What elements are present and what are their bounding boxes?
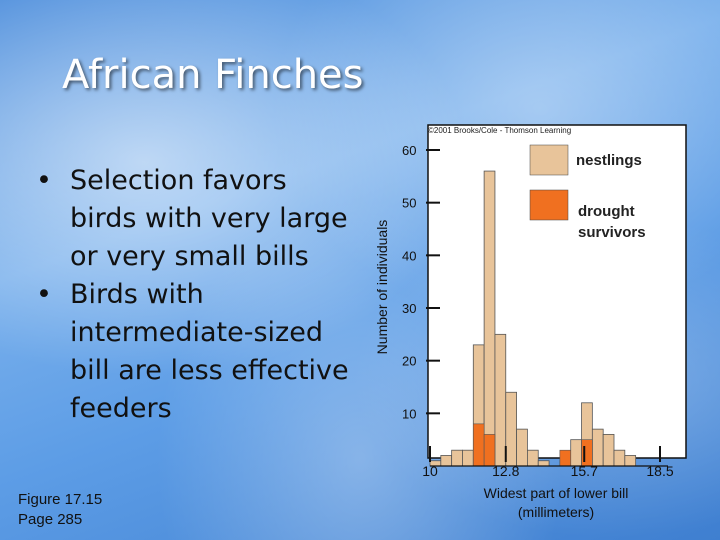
copyright-text: ©2001 Brooks/Cole - Thomson Learning <box>428 126 571 135</box>
y-tick-label: 20 <box>402 354 416 369</box>
x-tick-label: 18.5 <box>646 463 673 479</box>
slide-title: African Finches <box>62 52 364 98</box>
bullet-marker: • <box>36 165 52 196</box>
y-tick-label: 10 <box>402 406 416 421</box>
bullet-item: • Selection favors birds with very large … <box>36 162 356 276</box>
bullet-text: Birds with intermediate-sized bill are l… <box>70 279 349 424</box>
plot-area <box>427 124 687 459</box>
bar-nestlings <box>591 428 604 467</box>
bar-nestlings <box>451 449 463 467</box>
y-tick-label: 30 <box>402 301 416 316</box>
bar-nestlings <box>527 449 539 467</box>
x-axis-label-line1: Widest part of lower bill <box>484 485 629 501</box>
y-tick-label: 50 <box>402 196 416 211</box>
x-tick-label: 10 <box>422 463 438 479</box>
x-axis-label-line2: (millimeters) <box>518 504 594 520</box>
legend-label-nestlings: nestlings <box>576 152 642 169</box>
bar-nestlings <box>624 455 637 467</box>
bullet-list: • Selection favors birds with very large … <box>36 162 356 428</box>
bar-nestlings <box>440 455 453 467</box>
bar-survivors <box>559 449 572 467</box>
bar-nestlings <box>516 428 528 467</box>
bar-nestlings <box>613 449 626 467</box>
bullet-text: Selection favors birds with very large o… <box>70 165 348 272</box>
bullet-marker: • <box>36 279 52 310</box>
bar-nestlings <box>537 460 550 467</box>
legend-swatch-survivors <box>529 189 569 221</box>
bullet-item: • Birds with intermediate-sized bill are … <box>36 276 356 428</box>
legend-swatch-nestlings <box>529 144 569 176</box>
bar-nestlings <box>483 170 496 467</box>
figure-caption: Figure 17.15 Page 285 <box>18 490 102 530</box>
y-axis-label: Number of individuals <box>374 220 390 355</box>
bar-nestlings <box>494 333 507 467</box>
x-tick-label: 12.8 <box>492 463 519 479</box>
y-tick-label: 60 <box>402 143 416 158</box>
bar-nestlings <box>505 391 517 467</box>
caption-page: Page 285 <box>18 511 83 528</box>
caption-figure: Figure 17.15 <box>18 491 103 508</box>
bar-survivors <box>472 423 485 467</box>
x-tick-label: 15.7 <box>571 463 598 479</box>
y-tick-label: 40 <box>402 248 416 263</box>
legend-label-survivors-line2: survivors <box>578 224 646 241</box>
bar-nestlings <box>462 449 474 467</box>
bar-survivors <box>483 434 496 467</box>
bar-nestlings <box>602 433 615 467</box>
legend-label-survivors-line1: drought <box>578 203 635 220</box>
